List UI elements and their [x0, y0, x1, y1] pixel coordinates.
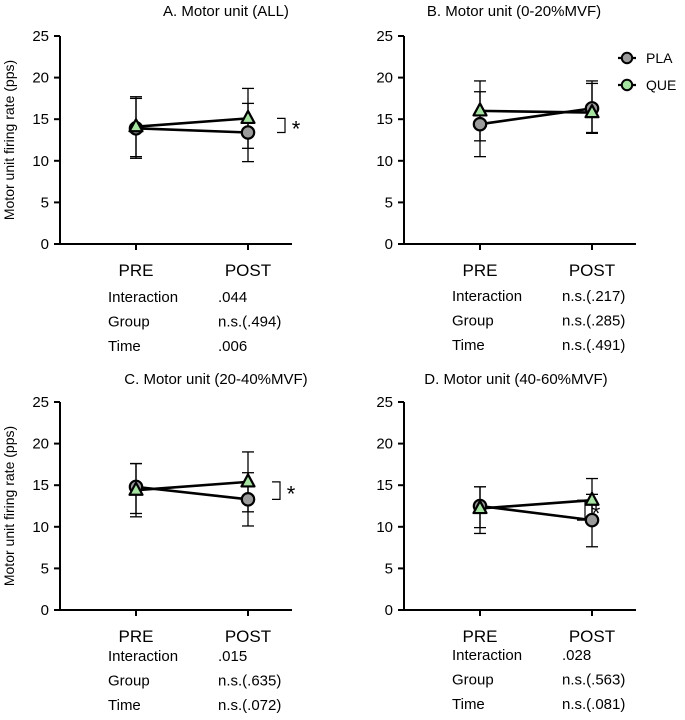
x-tick-label: POST	[569, 261, 615, 280]
y-tick-label: 15	[376, 111, 393, 128]
significance-marker: *	[287, 482, 296, 507]
stat-label: Time	[108, 697, 141, 714]
stat-value: n.s.(.072)	[218, 697, 281, 714]
chart-panel-c: C. Motor unit (20-40%MVF) Motor unit firi…	[1, 371, 308, 714]
y-tick-label: 25	[376, 394, 393, 411]
y-tick-label: 15	[32, 111, 49, 128]
point-que	[128, 481, 144, 496]
chart-panel-a: A. Motor unit (ALL) Motor unit firing rat…	[1, 3, 301, 355]
y-tick-label: 20	[376, 436, 393, 453]
series-line-que	[135, 480, 249, 492]
chart-panel-d: D. Motor unit (40-60%MVF) 0 5 10 15 20 25 PRE PO…	[376, 371, 636, 713]
y-tick-label: 5	[41, 560, 49, 577]
y-tick-label: 10	[376, 153, 393, 170]
stat-value: n.s.(.081)	[562, 696, 625, 713]
chart-title: A. Motor unit (ALL)	[163, 3, 289, 20]
stat-label: Time	[452, 337, 485, 354]
x-tick-label: POST	[225, 261, 271, 280]
chart-title: B. Motor unit (0-20%MVF)	[427, 3, 601, 20]
legend-marker-que	[620, 78, 634, 92]
series-line-que	[135, 117, 249, 128]
stat-value: n.s.(.491)	[562, 337, 625, 354]
stat-label: Interaction	[452, 647, 522, 664]
y-tick-label: 5	[385, 560, 393, 577]
significance-marker: *	[592, 501, 601, 526]
stat-value: .006	[218, 338, 247, 355]
point-pla	[240, 492, 256, 507]
point-que	[584, 104, 600, 119]
y-axis-label: Motor unit firing rate (pps)	[1, 60, 17, 220]
point-pla	[584, 512, 600, 528]
point-que	[240, 473, 256, 488]
y-tick-label: 15	[376, 477, 393, 494]
x-tick-label: PRE	[119, 627, 154, 646]
stat-value: n.s.(.563)	[562, 672, 625, 689]
point-que	[472, 102, 488, 117]
significance-bracket	[272, 481, 281, 500]
x-tick-label: PRE	[119, 261, 154, 280]
y-tick-label: 25	[32, 28, 49, 45]
stat-value: .044	[218, 289, 247, 306]
chart-panel-b: B. Motor unit (0-20%MVF) 0 5 10 15 20 25 PRE POS…	[376, 3, 636, 354]
y-tick-label: 10	[32, 519, 49, 536]
stat-label: Group	[452, 672, 494, 689]
y-tick-label: 10	[376, 519, 393, 536]
stat-value: .015	[218, 648, 247, 665]
x-tick-label: POST	[569, 627, 615, 646]
chart-title: C. Motor unit (20-40%MVF)	[124, 371, 307, 388]
legend-label: PLA	[646, 50, 673, 66]
y-tick-label: 5	[41, 194, 49, 211]
y-tick-label: 0	[41, 236, 49, 253]
stat-label: Group	[108, 314, 150, 331]
x-tick-label: POST	[225, 627, 271, 646]
stat-label: Time	[452, 696, 485, 713]
y-axis-label: Motor unit firing rate (pps)	[1, 426, 17, 586]
point-que	[472, 499, 488, 515]
point-que	[240, 109, 256, 125]
stat-value: n.s.(.635)	[218, 673, 281, 690]
x-tick-label: PRE	[463, 261, 498, 280]
series-line-que	[479, 498, 593, 510]
series-line-pla	[135, 127, 249, 134]
stat-label: Group	[108, 673, 150, 690]
point-pla	[472, 116, 488, 132]
series-line-que	[479, 109, 593, 114]
legend: PLA QUE	[618, 50, 676, 93]
stat-label: Group	[452, 313, 494, 330]
y-tick-label: 0	[385, 236, 393, 253]
point-pla	[240, 125, 256, 140]
y-tick-label: 25	[32, 394, 49, 411]
y-tick-label: 15	[32, 477, 49, 494]
y-tick-label: 20	[376, 70, 393, 87]
y-tick-label: 0	[385, 602, 393, 619]
legend-label: QUE	[646, 77, 676, 93]
y-tick-label: 10	[32, 153, 49, 170]
point-que	[584, 491, 600, 506]
stat-label: Time	[108, 338, 141, 355]
y-tick-label: 20	[32, 70, 49, 87]
significance-bracket	[277, 117, 286, 134]
y-tick-label: 0	[41, 602, 49, 619]
point-que	[128, 118, 144, 133]
y-tick-label: 25	[376, 28, 393, 45]
x-tick-label: PRE	[463, 627, 498, 646]
chart-title: D. Motor unit (40-60%MVF)	[424, 371, 607, 388]
stat-label: Interaction	[108, 648, 178, 665]
significance-bracket	[577, 499, 586, 521]
stat-value: n.s.(.217)	[562, 288, 625, 305]
y-tick-label: 5	[385, 194, 393, 211]
stat-value: n.s.(.494)	[218, 314, 281, 331]
stat-value: n.s.(.285)	[562, 313, 625, 330]
stat-label: Interaction	[108, 289, 178, 306]
significance-marker: *	[292, 116, 301, 141]
stat-value: .028	[562, 647, 591, 664]
legend-marker-pla	[620, 51, 634, 65]
stat-label: Interaction	[452, 288, 522, 305]
y-tick-label: 20	[32, 436, 49, 453]
